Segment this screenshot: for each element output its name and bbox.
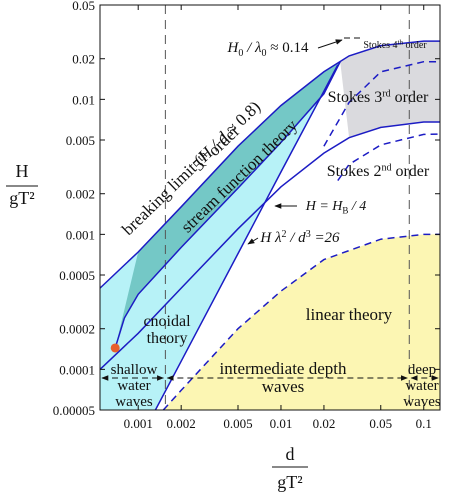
annotation: waves	[403, 394, 441, 410]
annotation-run: Stokes 3	[328, 89, 383, 106]
annotation-run: Stokes 2	[327, 163, 382, 180]
y-tick-label: 0.0001	[59, 362, 95, 377]
annotation-run: / d	[287, 230, 307, 246]
annotation-run: rd	[382, 88, 390, 99]
annotation-run: deep	[408, 362, 436, 378]
annotation-run: water	[117, 378, 150, 394]
curve	[337, 133, 440, 182]
x-label-numerator: d	[286, 444, 295, 464]
annotation: Stokes 4th order	[363, 39, 427, 52]
x-tick-label: 0.005	[223, 416, 252, 431]
curve	[100, 121, 440, 370]
annotation-run: order	[403, 40, 427, 51]
annotation: cnoidal	[143, 313, 191, 330]
x-tick-label: 0.001	[124, 416, 153, 431]
curve	[100, 40, 440, 289]
annotation: linear theory	[306, 305, 393, 324]
shallow-region	[100, 64, 338, 410]
annotation-run: / 4	[348, 199, 366, 214]
y-tick-label: 0.02	[72, 52, 95, 67]
annotation-run: order	[391, 163, 429, 180]
annotation: H0 / λ0 ≈ 0.14	[227, 40, 309, 59]
y-tick-label: 0.002	[66, 187, 95, 202]
annotation: waves	[115, 394, 153, 410]
x-tick-label: 0.05	[369, 416, 392, 431]
y-tick-label: 0.005	[66, 133, 95, 148]
annotation-run: 3	[306, 229, 311, 240]
annotation: waves	[262, 377, 304, 396]
curves	[100, 5, 440, 410]
pointer-arrow	[317, 39, 343, 49]
annotation: Stokes 2nd order	[327, 162, 430, 180]
annotation: Stokes 3rd order	[328, 88, 429, 106]
x-tick-label: 0.02	[313, 416, 336, 431]
annotation: water	[117, 378, 150, 394]
annotation-run: B	[342, 206, 348, 216]
y-label-numerator: H	[16, 161, 29, 181]
annotation-run: / λ	[243, 40, 262, 56]
x-tick-label: 0.002	[167, 416, 196, 431]
y-tick-label: 0.05	[72, 0, 95, 13]
annotation-run: nd	[381, 162, 391, 173]
x-tick-label: 0.01	[270, 416, 293, 431]
annotation: theory	[147, 330, 188, 347]
annotation: shallow	[111, 362, 158, 378]
point-marker	[110, 343, 120, 353]
annotation-run: 0	[238, 48, 243, 59]
annotation-run: water	[405, 378, 438, 394]
annotation: H λ2 / d3 =26	[259, 229, 340, 246]
y-tick-label: 0.0005	[59, 268, 95, 283]
annotation: intermediate depth	[220, 359, 347, 378]
annotation-run: waves	[262, 377, 304, 396]
x-tick-label: 0.1	[416, 416, 432, 431]
annotation-run: H = H	[305, 199, 344, 214]
annotation: deep	[408, 362, 436, 378]
pointer-arrow	[247, 237, 259, 245]
annotation-run: order	[391, 89, 429, 106]
plot-frame	[99, 4, 441, 411]
annotation-run: cnoidal	[143, 313, 191, 330]
stream-region	[115, 61, 341, 348]
y-tick-label: 0.0002	[59, 322, 95, 337]
linear-region	[163, 234, 440, 410]
y-tick-label: 0.00005	[53, 403, 95, 418]
annotation-run: 0	[262, 48, 267, 59]
annotation-run: 2	[282, 229, 287, 240]
annotation-run: =26	[311, 230, 340, 246]
stokes-region	[340, 41, 440, 138]
annotation-run: theory	[147, 330, 188, 347]
annotation-run: H λ	[259, 230, 282, 246]
annotation-run: waves	[403, 394, 441, 410]
curve	[114, 61, 341, 349]
annotation-run: Stokes 4	[363, 40, 397, 51]
regions	[100, 41, 440, 410]
annotation: water	[405, 378, 438, 394]
y-tick-label: 0.001	[66, 227, 95, 242]
curve	[154, 64, 339, 410]
annotation-run: shallow	[111, 362, 158, 378]
annotation-run: th	[398, 39, 404, 47]
y-tick-label: 0.01	[72, 92, 95, 107]
annotation-run: waves	[115, 394, 153, 410]
y-label-denominator: gT²	[9, 188, 34, 208]
annotation-run: intermediate depth	[220, 359, 347, 378]
annotation: H = HB / 4	[305, 199, 367, 216]
x-label-denominator: gT²	[277, 472, 302, 492]
annotation-run: ≈ 0.14	[267, 40, 309, 56]
annotation-run: linear theory	[306, 305, 393, 324]
annotation-run: H	[227, 40, 240, 56]
